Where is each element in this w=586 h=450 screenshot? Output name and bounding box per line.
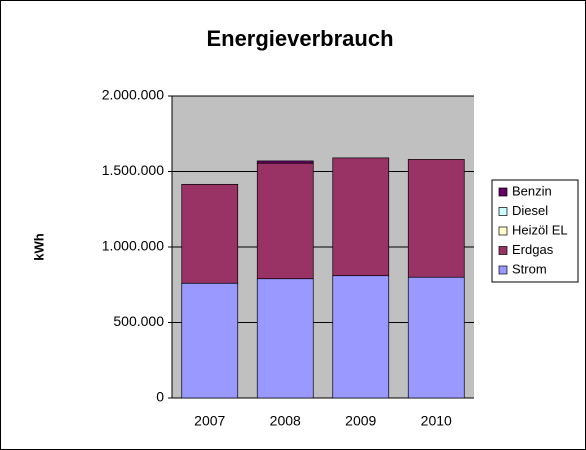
bar-segment — [181, 282, 239, 399]
legend-swatch — [498, 187, 508, 197]
legend-label: Strom — [512, 261, 547, 276]
y-tick-label: 500.000 — [113, 313, 164, 329]
legend-swatch — [498, 207, 508, 216]
y-axis-label: kWh — [31, 233, 46, 261]
x-tick-label: 2010 — [421, 413, 452, 429]
bar-segment — [407, 159, 465, 278]
bar-segment — [256, 162, 314, 280]
bar-segment — [407, 276, 465, 399]
bar-segment — [256, 160, 314, 164]
chart-title: Energieverbrauch — [206, 26, 393, 51]
x-tick-label: 2009 — [345, 413, 376, 429]
y-tick-label: 1.000.000 — [102, 238, 164, 254]
y-tick-label: 1.500.000 — [102, 162, 164, 178]
legend-swatch — [498, 226, 508, 236]
bar-segment — [181, 183, 239, 284]
bar-segment — [332, 157, 390, 277]
legend-label: Diesel — [512, 203, 548, 218]
legend-label: Heizöl EL — [512, 222, 568, 237]
y-tick-label: 2.000.000 — [102, 87, 164, 103]
x-tick-label: 2008 — [270, 413, 301, 429]
legend-swatch — [498, 265, 508, 275]
x-tick-label: 2007 — [194, 413, 225, 429]
legend-label: Benzin — [512, 183, 552, 198]
bar-segment — [332, 275, 390, 399]
legend-label: Erdgas — [512, 242, 554, 257]
legend-swatch — [498, 246, 508, 255]
bar-segment — [256, 278, 314, 399]
y-tick-label: 0 — [156, 389, 164, 405]
